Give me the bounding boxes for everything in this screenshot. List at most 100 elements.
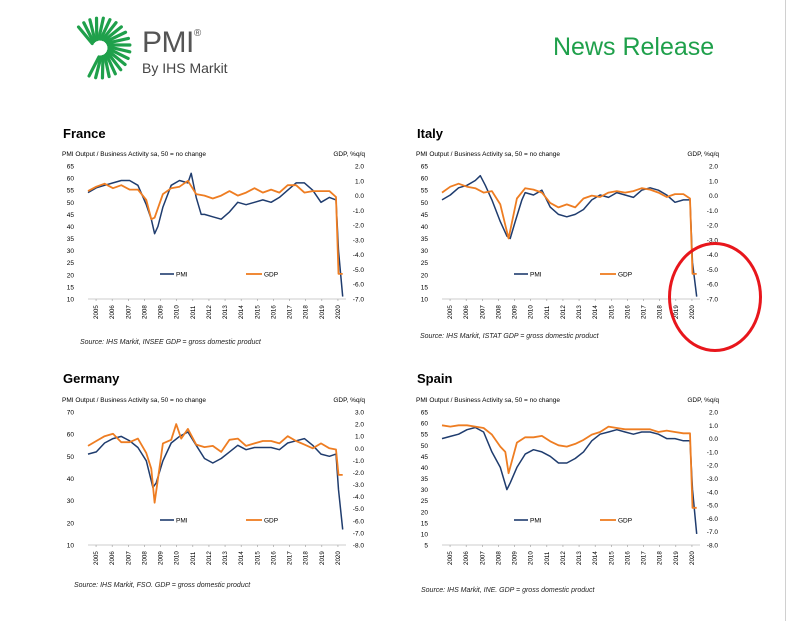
brand-byline: By IHS Markit — [142, 60, 228, 76]
x-tick-label: 2016 — [270, 551, 277, 565]
x-tick-label: 2006 — [109, 305, 116, 319]
pmi-logo-icon — [76, 16, 132, 80]
x-tick-label: 2009 — [512, 551, 519, 565]
news-release-heading: News Release — [553, 33, 715, 61]
x-tick-label: 2007 — [125, 305, 132, 319]
left-tick-label: 20 — [67, 520, 75, 527]
right-tick-label: 1.0 — [709, 423, 718, 430]
right-tick-label: -1.0 — [353, 458, 365, 465]
legend-gdp-label: GDP — [264, 518, 278, 525]
x-tick-label: 2012 — [206, 305, 213, 319]
x-tick-label: 2019 — [319, 305, 326, 319]
right-tick-label: 1.0 — [355, 434, 364, 441]
x-tick-label: 2017 — [641, 305, 648, 319]
x-tick-label: 2020 — [335, 551, 342, 565]
right-axis-label: GDP, %q/q — [333, 397, 365, 404]
x-tick-label: 2014 — [238, 551, 245, 565]
x-tick-label: 2013 — [576, 305, 583, 319]
x-tick-label: 2008 — [495, 551, 502, 565]
x-tick-label: 2015 — [608, 305, 615, 319]
right-tick-label: -8.0 — [707, 543, 719, 550]
left-tick-label: 40 — [421, 224, 429, 231]
right-tick-label: -7.0 — [353, 530, 365, 537]
right-tick-label: -3.0 — [707, 237, 719, 244]
x-tick-label: 2009 — [512, 305, 519, 319]
x-tick-label: 2017 — [287, 305, 294, 319]
x-tick-label: 2012 — [560, 305, 567, 319]
left-tick-label: 5 — [424, 543, 428, 550]
source-note-italy: Source: IHS Markit, ISTAT GDP = gross do… — [420, 333, 599, 340]
right-axis-label: GDP, %q/q — [687, 151, 719, 158]
x-tick-label: 2017 — [287, 551, 294, 565]
x-tick-label: 2010 — [528, 551, 535, 565]
left-tick-label: 20 — [421, 509, 429, 516]
x-tick-label: 2016 — [624, 551, 631, 565]
x-tick-label: 2008 — [141, 305, 148, 319]
right-tick-label: -8.0 — [353, 543, 365, 550]
right-tick-label: -5.0 — [353, 267, 365, 274]
left-tick-label: 45 — [67, 212, 75, 219]
panel-title-france: France — [63, 126, 106, 141]
x-tick-label: 2011 — [544, 551, 551, 565]
left-tick-label: 65 — [421, 410, 429, 417]
right-tick-label: -2.0 — [353, 223, 365, 230]
left-tick-label: 60 — [67, 432, 75, 439]
right-tick-label: -7.0 — [353, 297, 365, 304]
left-tick-label: 10 — [421, 531, 429, 538]
right-tick-label: 2.0 — [355, 422, 364, 429]
right-tick-label: 0.0 — [709, 436, 718, 443]
x-tick-label: 2017 — [641, 551, 648, 565]
x-tick-label: 2019 — [673, 551, 680, 565]
legend-pmi-label: PMI — [530, 518, 542, 525]
series-gdp-line — [87, 423, 343, 504]
x-tick-label: 2016 — [270, 305, 277, 319]
x-tick-label: 2006 — [109, 551, 116, 565]
x-tick-label: 2005 — [93, 305, 100, 319]
x-tick-label: 2009 — [158, 551, 165, 565]
right-tick-label: -7.0 — [707, 529, 719, 536]
legend-pmi-label: PMI — [530, 272, 542, 279]
x-tick-label: 2014 — [592, 551, 599, 565]
legend-gdp-label: GDP — [618, 518, 632, 525]
x-tick-label: 2013 — [576, 551, 583, 565]
series-pmi-line — [87, 172, 344, 297]
x-tick-label: 2005 — [447, 551, 454, 565]
right-tick-label: 2.0 — [709, 164, 718, 171]
right-tick-label: -1.0 — [707, 208, 719, 215]
left-tick-label: 15 — [421, 284, 429, 291]
series-pmi-line — [441, 426, 698, 534]
right-tick-label: -6.0 — [707, 516, 719, 523]
x-tick-label: 2007 — [479, 551, 486, 565]
x-tick-label: 2007 — [125, 551, 132, 565]
x-tick-label: 2011 — [190, 305, 197, 319]
right-tick-label: 2.0 — [355, 164, 364, 171]
left-tick-label: 70 — [67, 410, 75, 417]
right-tick-label: -4.0 — [707, 489, 719, 496]
left-axis-label: PMI Output / Business Activity sa, 50 = … — [416, 397, 560, 404]
x-tick-label: 2018 — [657, 305, 664, 319]
right-tick-label: 3.0 — [355, 410, 364, 417]
legend-pmi-label: PMI — [176, 272, 188, 279]
left-tick-label: 30 — [421, 248, 429, 255]
left-tick-label: 50 — [421, 200, 429, 207]
left-tick-label: 15 — [67, 284, 75, 291]
left-tick-label: 25 — [421, 498, 429, 505]
chart-spain: PMI Output / Business Activity sa, 50 = … — [416, 397, 719, 565]
x-tick-label: 2005 — [447, 305, 454, 319]
x-tick-label: 2010 — [174, 305, 181, 319]
left-tick-label: 50 — [67, 200, 75, 207]
left-tick-label: 55 — [421, 188, 429, 195]
legend-gdp-label: GDP — [618, 272, 632, 279]
x-tick-label: 2009 — [158, 305, 165, 319]
right-axis-label: GDP, %q/q — [333, 151, 365, 158]
right-tick-label: -5.0 — [707, 503, 719, 510]
x-tick-label: 2011 — [190, 551, 197, 565]
right-tick-label: -3.0 — [707, 476, 719, 483]
x-tick-label: 2015 — [254, 551, 261, 565]
x-tick-label: 2013 — [222, 305, 229, 319]
right-tick-label: -6.0 — [353, 518, 365, 525]
series-gdp-line — [87, 179, 343, 275]
left-axis-label: PMI Output / Business Activity sa, 50 = … — [62, 397, 206, 404]
right-tick-label: 0.0 — [355, 446, 364, 453]
series-pmi-line — [87, 431, 344, 530]
